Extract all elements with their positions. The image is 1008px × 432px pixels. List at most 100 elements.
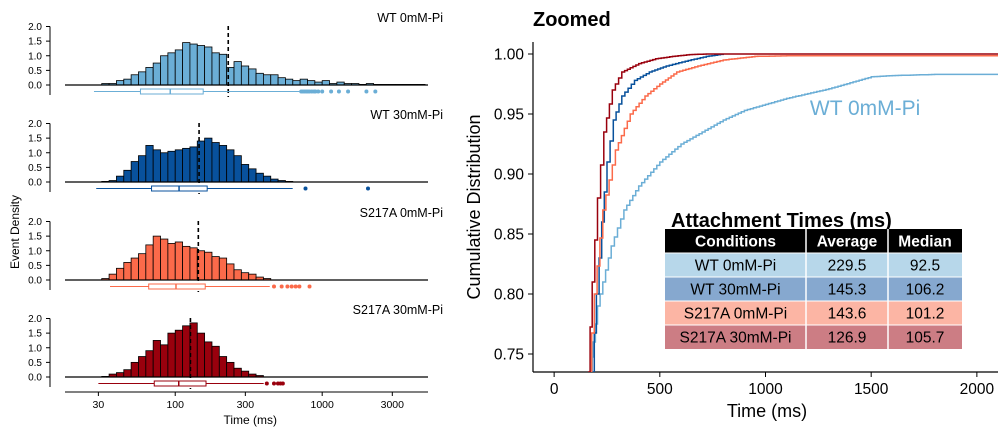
y-tick-label: 2.0 <box>28 314 42 325</box>
x-tick-label: 2000 <box>960 381 995 398</box>
histogram-bar <box>196 332 206 378</box>
histogram-bar <box>248 168 257 183</box>
histogram-bar <box>292 80 301 86</box>
histogram-bar <box>116 267 125 281</box>
table-header-bg <box>665 229 962 253</box>
y-tick-label: 1.5 <box>28 134 42 145</box>
y-axis-title: Cumulative Distribution <box>464 114 484 299</box>
histogram-bar <box>174 241 183 281</box>
y-tick-label: 1.0 <box>28 148 42 159</box>
x-tick-label: 1500 <box>854 381 889 398</box>
y-tick-label: 2.0 <box>28 119 42 130</box>
y-tick-label: 0.0 <box>28 373 42 384</box>
table-row <box>665 325 962 349</box>
histogram-bar <box>152 149 161 183</box>
box-iqr <box>148 283 206 290</box>
histogram-bar <box>167 52 176 86</box>
histogram-bar <box>116 175 125 183</box>
histogram-bar <box>152 235 161 281</box>
histogram-bar <box>123 369 132 378</box>
x-tick-label: 30 <box>93 399 105 411</box>
histogram-bar <box>218 257 228 281</box>
histogram-bar <box>240 164 250 183</box>
outlier-point <box>346 89 351 94</box>
outlier-point <box>279 284 284 289</box>
histogram-bar <box>174 49 183 86</box>
y-tick-label: 0.5 <box>28 261 42 272</box>
outlier-point <box>320 89 325 94</box>
outlier-point <box>271 284 276 289</box>
histogram-bar <box>226 361 235 378</box>
histogram-bar <box>189 43 198 86</box>
histogram-bar <box>240 272 250 281</box>
histogram-bar <box>204 137 213 183</box>
y-tick-label: 1.5 <box>28 232 42 243</box>
panel-label: S217A 30mM-Pi <box>353 303 443 317</box>
histogram-bar <box>211 52 220 86</box>
cdf-line <box>592 53 724 372</box>
series-annotation: WT 0mM-Pi <box>810 97 920 120</box>
histogram-bar <box>182 245 191 281</box>
table-row <box>665 301 962 325</box>
histogram-panel: 0.0 0.5 1.0 1.5 2.0 WT 0mM-Pi <box>28 11 443 97</box>
outlier-point <box>364 89 369 94</box>
histogram-bar <box>138 71 147 86</box>
histogram-bar <box>189 247 198 281</box>
histogram-bar <box>130 257 139 281</box>
histogram-bar <box>248 68 257 86</box>
table-header-cell: Conditions <box>695 234 776 251</box>
y-tick-label: 0.0 <box>28 178 42 189</box>
y-tick-label: 0.5 <box>28 163 42 174</box>
histogram-bar <box>123 262 132 281</box>
histogram-bar <box>152 340 161 378</box>
histogram-bar <box>130 161 139 183</box>
panel-label: S217A 0mM-Pi <box>360 206 443 220</box>
histogram-bar <box>138 155 147 183</box>
y-tick-label: 0.85 <box>494 227 524 244</box>
histogram-bar <box>182 42 191 86</box>
x-tick-label: 1000 <box>311 399 335 411</box>
y-tick-label: 1.00 <box>494 47 525 64</box>
histogram-panel: 0.0 0.5 1.0 1.5 2.0 S217A 0mM-Pi <box>28 206 443 292</box>
table-cell: S217A 0mM-Pi <box>684 306 787 323</box>
table-cell: 106.2 <box>906 282 945 299</box>
table-header-cell: Median <box>898 234 951 251</box>
histogram-panel: 0.0 0.5 1.0 1.5 2.0 WT 30mM-Pi <box>28 108 443 194</box>
histogram-bar <box>182 325 191 378</box>
y-tick-label: 1.5 <box>28 37 42 48</box>
table-cell: 92.5 <box>910 258 940 275</box>
x-tick-label: 500 <box>647 381 673 398</box>
table-cell: S217A 30mM-Pi <box>680 330 792 347</box>
outlier-point <box>307 284 312 289</box>
table-cell: 105.7 <box>906 330 945 347</box>
histogram-bar <box>130 74 139 86</box>
y-tick-label: 0.75 <box>494 347 524 364</box>
histogram-bar <box>182 147 191 183</box>
histogram-bar <box>218 356 228 378</box>
histogram-bar <box>240 370 250 378</box>
histogram-bar <box>321 80 330 86</box>
outlier-point <box>303 186 308 191</box>
histogram-bar <box>263 175 272 183</box>
histogram-bar <box>218 145 228 183</box>
x-tick-label: 100 <box>166 399 184 411</box>
panel-label: WT 0mM-Pi <box>377 11 443 25</box>
histogram-bar <box>211 345 220 378</box>
histogram-bar <box>226 149 235 183</box>
table-header-cell: Average <box>817 234 878 251</box>
y-tick-label: 2.0 <box>28 22 42 33</box>
histogram-bar <box>116 80 125 86</box>
y-tick-label: 0.5 <box>28 66 42 77</box>
outlier-point <box>289 284 294 289</box>
outlier-point <box>264 381 269 386</box>
histogram-bar <box>255 72 264 86</box>
outlier-point <box>297 284 302 289</box>
cdf-line <box>588 53 998 372</box>
y-tick-label: 0.0 <box>28 276 42 287</box>
histogram-bar <box>160 55 169 86</box>
outlier-point <box>285 284 290 289</box>
histogram-bar <box>211 256 220 281</box>
table-row <box>665 253 962 277</box>
cdf-line <box>591 73 998 372</box>
